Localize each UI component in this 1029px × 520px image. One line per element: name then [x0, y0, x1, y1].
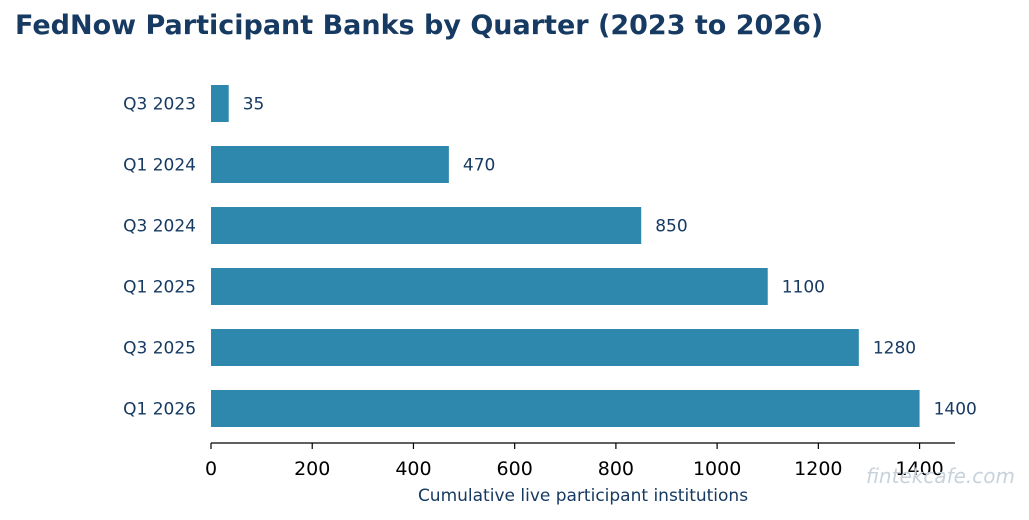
bar-q1-2025 — [211, 268, 768, 305]
x-tick-label: 1400 — [895, 458, 943, 480]
x-axis-ticks: 0 200 400 600 800 1000 1200 1400 — [205, 443, 944, 480]
category-label: Q3 2024 — [123, 217, 196, 237]
value-label: 1100 — [782, 278, 825, 298]
x-axis-title: Cumulative live participant institutions — [418, 486, 748, 506]
x-tick-label: 800 — [598, 458, 634, 480]
x-tick-label: 400 — [395, 458, 431, 480]
bar-q3-2023 — [211, 85, 229, 122]
value-labels: 35 470 850 1100 1280 1400 — [243, 95, 977, 420]
bar-q1-2026 — [211, 390, 920, 427]
value-label: 1400 — [934, 400, 977, 420]
x-tick-label: 1000 — [693, 458, 741, 480]
value-label: 850 — [655, 217, 687, 237]
category-label: Q1 2025 — [123, 278, 196, 298]
category-label: Q3 2023 — [123, 95, 196, 115]
x-tick-label: 200 — [294, 458, 330, 480]
value-label: 470 — [463, 156, 495, 176]
x-tick-label: 1200 — [794, 458, 842, 480]
value-label: 1280 — [873, 339, 916, 359]
bar-q1-2024 — [211, 146, 449, 183]
chart-title: FedNow Participant Banks by Quarter (202… — [15, 10, 824, 41]
category-label: Q1 2024 — [123, 156, 196, 176]
bar-q3-2025 — [211, 329, 859, 366]
x-tick-label: 0 — [205, 458, 217, 480]
bars-group — [211, 85, 920, 427]
watermark: fintekcafe.com — [866, 464, 1015, 488]
value-label: 35 — [243, 95, 265, 115]
bar-q3-2024 — [211, 207, 642, 244]
category-labels: Q3 2023 Q1 2024 Q3 2024 Q1 2025 Q3 2025 Q1 20… — [123, 95, 196, 420]
category-label: Q3 2025 — [123, 339, 196, 359]
category-label: Q1 2026 — [123, 400, 196, 420]
x-tick-label: 600 — [497, 458, 533, 480]
